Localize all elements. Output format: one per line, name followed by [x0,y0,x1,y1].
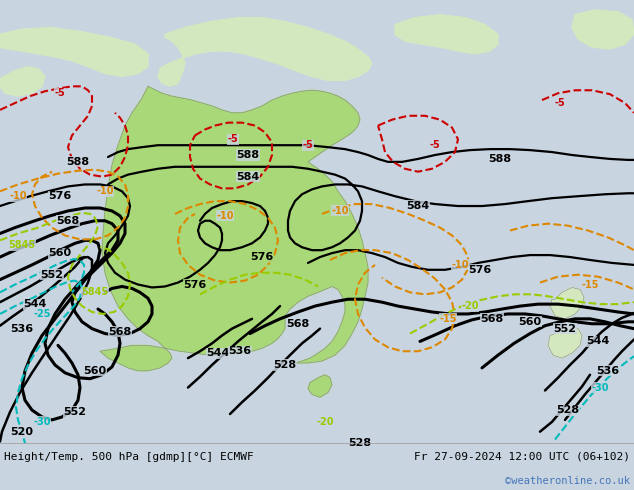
Polygon shape [572,10,634,49]
Text: -5: -5 [430,140,441,150]
Text: 544: 544 [23,299,47,309]
Text: -10: -10 [451,260,469,270]
Polygon shape [395,15,498,54]
Text: -5: -5 [228,134,238,145]
Text: 560: 560 [48,248,72,258]
Polygon shape [158,18,372,86]
Text: 528: 528 [557,405,579,415]
Text: 588: 588 [67,157,89,167]
Polygon shape [0,27,148,76]
Text: -5: -5 [302,140,313,150]
Text: -10: -10 [216,211,234,221]
Text: 584: 584 [236,172,260,182]
Text: Fr 27-09-2024 12:00 UTC (06+102): Fr 27-09-2024 12:00 UTC (06+102) [414,452,630,462]
Text: Height/Temp. 500 hPa [gdmp][°C] ECMWF: Height/Temp. 500 hPa [gdmp][°C] ECMWF [4,452,254,462]
Text: 544: 544 [206,348,230,358]
Text: 536: 536 [10,324,34,334]
Text: 576: 576 [469,265,491,275]
Polygon shape [308,375,332,397]
Text: 544: 544 [586,337,610,346]
Text: 568: 568 [481,314,503,324]
Text: 5845: 5845 [81,287,108,297]
Text: 588: 588 [488,154,512,164]
Text: -30: -30 [592,383,609,392]
Text: 552: 552 [553,324,576,334]
Text: 568: 568 [287,319,309,329]
Text: 536: 536 [597,366,619,376]
Polygon shape [0,67,45,96]
Text: -30: -30 [33,417,51,427]
Text: 528: 528 [273,360,297,370]
Text: -5: -5 [55,88,65,98]
Text: 5845: 5845 [8,240,36,250]
Text: -10: -10 [331,206,349,216]
Text: -15: -15 [581,279,598,290]
Text: -20: -20 [462,301,479,311]
Text: ©weatheronline.co.uk: ©weatheronline.co.uk [505,476,630,486]
Text: 568: 568 [56,216,80,226]
Text: -10: -10 [10,191,27,201]
Text: 568: 568 [108,327,132,337]
Text: 552: 552 [41,270,63,280]
Polygon shape [100,86,368,371]
Text: 584: 584 [406,201,430,211]
Polygon shape [550,288,584,319]
Text: 576: 576 [250,252,274,262]
Polygon shape [548,326,582,358]
Text: 588: 588 [236,150,259,160]
Text: 560: 560 [84,366,107,376]
Text: 520: 520 [11,427,34,437]
Text: 576: 576 [183,279,207,290]
Text: 560: 560 [519,317,541,327]
Text: 528: 528 [349,439,372,448]
Text: -20: -20 [316,417,333,427]
Text: 536: 536 [228,346,252,356]
Text: 576: 576 [48,191,72,201]
Text: -5: -5 [555,98,566,108]
Text: -15: -15 [439,314,456,324]
Text: -10: -10 [96,186,113,196]
Text: -25: -25 [33,309,51,319]
Text: 552: 552 [63,407,86,417]
